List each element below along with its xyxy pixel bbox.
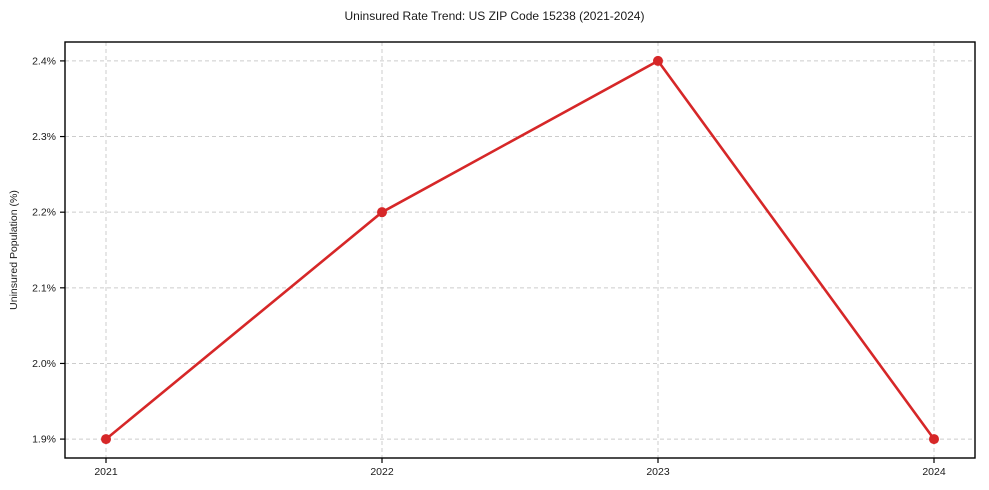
plot-border xyxy=(64,41,976,459)
y-tick-label: 2.1% xyxy=(32,282,56,294)
y-tick-label: 2.4% xyxy=(32,55,56,67)
x-tick-label: 2024 xyxy=(922,466,946,478)
chart-title: Uninsured Rate Trend: US ZIP Code 15238 … xyxy=(344,9,645,23)
data-point-2023 xyxy=(653,55,663,66)
trend-line xyxy=(104,59,936,441)
y-tick-label: 2.0% xyxy=(32,358,56,370)
data-point-2022 xyxy=(377,207,387,218)
x-tick-label: 2021 xyxy=(94,466,118,478)
y-tick-label: 1.9% xyxy=(32,434,56,446)
y-tick-label: 2.3% xyxy=(32,131,56,143)
x-tick-label: 2023 xyxy=(646,466,670,478)
y-tick-label: 2.2% xyxy=(32,207,56,219)
data-point-2021 xyxy=(101,434,111,445)
data-point-2024 xyxy=(929,434,939,445)
x-tick-label: 2022 xyxy=(370,466,394,478)
